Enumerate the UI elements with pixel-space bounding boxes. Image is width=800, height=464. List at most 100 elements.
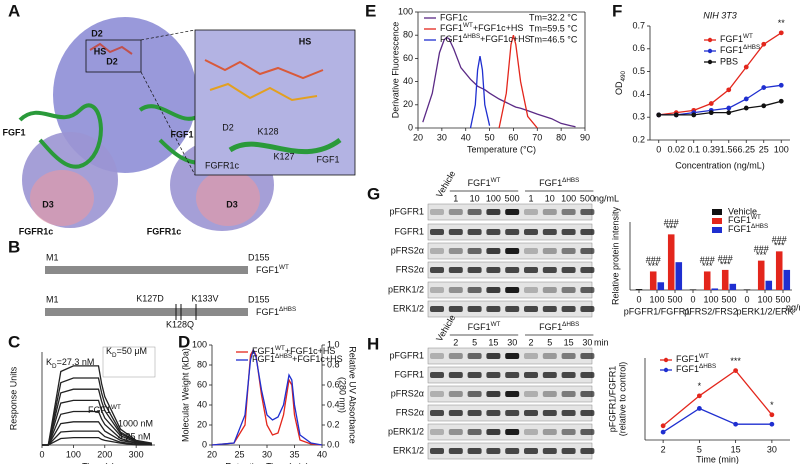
annotation: *** bbox=[730, 356, 741, 366]
blot-band bbox=[580, 306, 595, 312]
panel-label: H bbox=[367, 334, 379, 353]
lane-label: 30 bbox=[507, 337, 517, 347]
x-tick-label: 35 bbox=[289, 449, 299, 459]
text-part: FGF1 bbox=[256, 265, 279, 275]
point bbox=[656, 112, 662, 118]
text-part: WT bbox=[699, 353, 709, 360]
blot-band bbox=[580, 209, 595, 215]
inset-label: K127 bbox=[273, 151, 294, 161]
y-tick-label: 20 bbox=[403, 99, 413, 109]
y-axis-label: OD490 bbox=[614, 71, 627, 96]
blot-band bbox=[505, 429, 520, 435]
blot-band bbox=[430, 429, 444, 435]
blot-band bbox=[486, 391, 501, 397]
unit-label: min bbox=[594, 337, 609, 347]
blot-band bbox=[486, 229, 501, 235]
series-line bbox=[662, 407, 772, 433]
group-label: pFRS2/FRS2 bbox=[684, 306, 738, 316]
blot-band bbox=[580, 353, 595, 359]
blot-band bbox=[448, 287, 463, 293]
y-tick-label: 0 bbox=[202, 439, 207, 449]
inset-label: FGFR1c bbox=[205, 160, 240, 170]
lane-label: 500 bbox=[580, 193, 595, 203]
text-part: D bbox=[112, 352, 117, 359]
y-axis-label: Response Units bbox=[8, 366, 18, 430]
x-tick-label: 25 bbox=[759, 144, 769, 154]
blot-band bbox=[524, 209, 538, 215]
structure-art bbox=[18, 17, 356, 231]
conc-label: 1000 nM bbox=[118, 418, 153, 428]
text-part: WT bbox=[279, 264, 289, 271]
blot-band bbox=[430, 372, 444, 378]
row-label: pERK1/2 bbox=[388, 284, 424, 294]
legend-marker bbox=[707, 59, 713, 65]
y-axis-label: (relative to control) bbox=[617, 362, 627, 437]
text-part: FGF1 bbox=[728, 224, 751, 234]
text-part: FGF1 bbox=[539, 322, 562, 332]
blot-band bbox=[524, 229, 538, 235]
x-tick-label: 25 bbox=[234, 449, 244, 459]
point bbox=[696, 406, 702, 411]
x-tick-label: 100 bbox=[757, 294, 772, 304]
x-tick-label: 5 bbox=[697, 444, 702, 454]
construct-start: M1 bbox=[46, 294, 59, 304]
blot-band bbox=[524, 391, 538, 397]
text-part: FGF1 bbox=[252, 354, 275, 364]
point bbox=[726, 105, 732, 111]
inset-label: D2 bbox=[222, 122, 234, 132]
blot-band bbox=[524, 287, 538, 293]
blot-band bbox=[542, 429, 557, 435]
y-tick-label: 20 bbox=[197, 419, 207, 429]
blot-band bbox=[448, 267, 463, 273]
structure-label: D3 bbox=[42, 199, 54, 209]
blot-band bbox=[467, 209, 482, 215]
group-label: pERK1/2/ERK bbox=[736, 306, 793, 316]
x-tick-label: 500 bbox=[667, 294, 682, 304]
bar bbox=[675, 262, 683, 290]
blot-band bbox=[580, 391, 595, 397]
y-tick-label: 0.4 bbox=[632, 89, 645, 99]
x-tick-label: 40 bbox=[317, 449, 327, 459]
series-label: FGF1WT bbox=[88, 404, 121, 415]
legend-tm: Tm=59.5 °C bbox=[529, 23, 578, 33]
legend-swatch bbox=[712, 218, 722, 224]
panel-label: D bbox=[178, 332, 190, 351]
text-part: FGF1 bbox=[252, 346, 275, 356]
blot-band bbox=[561, 306, 576, 312]
row-label: pFRS2α bbox=[391, 388, 424, 398]
lane-label: 2 bbox=[453, 337, 458, 347]
text-part: FGF1 bbox=[676, 354, 699, 364]
x-tick-label: 0 bbox=[656, 144, 661, 154]
text-part: ΔHBS bbox=[562, 177, 579, 184]
text-part: FGF1 bbox=[440, 23, 463, 33]
row-label: ERK1/2 bbox=[393, 445, 424, 455]
significance: *** bbox=[702, 261, 713, 271]
row-label: pFRS2α bbox=[391, 245, 424, 255]
blot-band bbox=[448, 229, 463, 235]
y-tick-label: 0.2 bbox=[632, 134, 645, 144]
blot-band bbox=[561, 429, 576, 435]
significance: ### bbox=[772, 235, 787, 245]
text-part: ΔHBS bbox=[699, 363, 716, 370]
y2-axis-label: Relative UV Absorbance bbox=[348, 346, 358, 444]
legend-marker bbox=[707, 48, 713, 54]
inset-frame bbox=[102, 346, 156, 378]
text-part: OD bbox=[614, 81, 624, 95]
structure-label: FGF1 bbox=[2, 127, 25, 137]
blot-band bbox=[524, 448, 538, 454]
point bbox=[778, 98, 784, 104]
text-part: ΔHBS bbox=[562, 321, 579, 328]
blot-band bbox=[505, 306, 520, 312]
inset-label: K128 bbox=[257, 126, 278, 136]
y2-tick-label: 1.0 bbox=[327, 339, 340, 349]
group-label: FGF1WT bbox=[468, 177, 501, 188]
row-label: pERK1/2 bbox=[388, 426, 424, 436]
x-tick-label: 2 bbox=[661, 444, 666, 454]
mutation-label: K128Q bbox=[166, 319, 194, 329]
series-line bbox=[658, 100, 782, 116]
point bbox=[761, 85, 767, 90]
bar bbox=[667, 234, 675, 290]
lane-label: 1 bbox=[453, 193, 458, 203]
blot-band bbox=[467, 287, 482, 293]
bar bbox=[765, 280, 773, 290]
